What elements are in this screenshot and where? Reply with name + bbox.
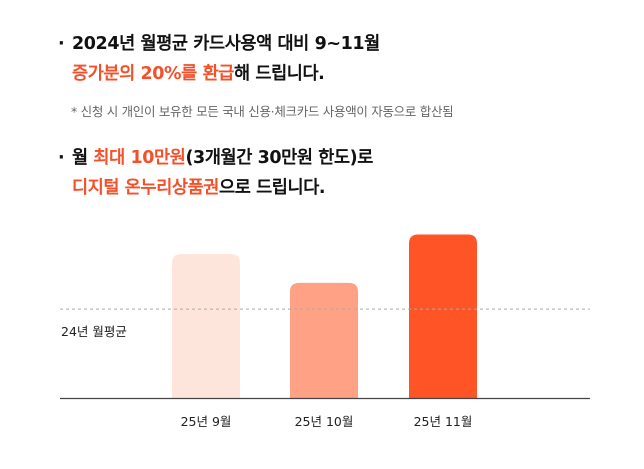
section-2-line-2: 디지털 온누리상품권으로 드립니다. <box>72 176 326 200</box>
section-1-line-1-text: 2024년 월평균 카드사용액 대비 9~11월 <box>72 34 380 54</box>
section-2-line-1-rest: (3개월간 30만원 한도)로 <box>185 148 373 168</box>
x-tick-label-3: 25년 11월 <box>414 414 473 429</box>
x-tick-label-1: 25년 9월 <box>181 414 232 429</box>
section-2-line-1: · 월 최대 10만원(3개월간 30만원 한도)로 <box>58 146 373 170</box>
section-1-highlight: 증가분의 20%를 환급 <box>72 64 234 84</box>
section-2-prefix: 월 <box>72 148 94 168</box>
section-2-highlight-2: 디지털 온누리상품권 <box>72 178 219 198</box>
section-1-line-2: 증가분의 20%를 환급해 드립니다. <box>72 62 325 86</box>
footnote: * 신청 시 개인이 보유한 모든 국내 신용·체크카드 사용액이 자동으로 합… <box>71 104 454 119</box>
bar-1 <box>172 254 240 398</box>
reference-line-label: 24년 월평균 <box>61 324 127 339</box>
section-2-highlight-1: 최대 10만원 <box>93 148 186 168</box>
section-1-line-1: · 2024년 월평균 카드사용액 대비 9~11월 <box>58 32 380 56</box>
bullet-dot-2: · <box>58 148 65 168</box>
section-2-line-2-rest: 으로 드립니다. <box>219 178 326 198</box>
bullet-dot-1: · <box>58 34 65 54</box>
bar-2 <box>290 282 358 398</box>
section-1-line-2-rest: 해 드립니다. <box>233 64 325 84</box>
x-tick-label-2: 25년 10월 <box>295 414 354 429</box>
bar-3 <box>409 234 477 398</box>
